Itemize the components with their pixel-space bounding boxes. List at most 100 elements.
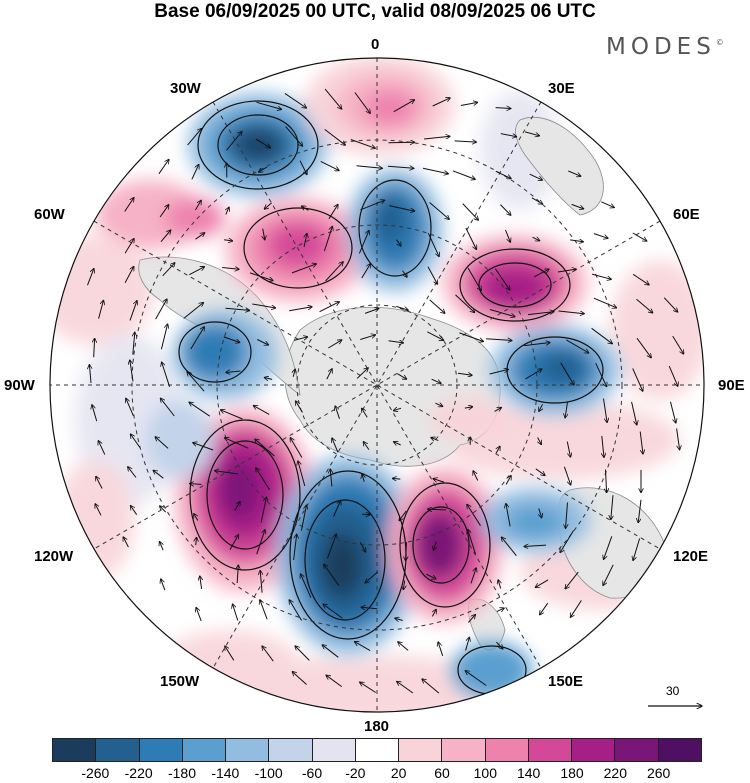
wind-arrow-icon [431, 438, 439, 441]
colorbar-swatch [399, 739, 443, 761]
wind-arrow-icon [540, 602, 549, 615]
wind-arrow-icon [256, 101, 282, 109]
wind-arrow-icon [328, 340, 342, 349]
wind-arrow-icon [392, 478, 401, 479]
wind-arrow-icon [633, 538, 641, 561]
polar-map [49, 57, 705, 713]
colorbar-swatch [572, 739, 616, 761]
wind-arrow-icon [595, 362, 607, 387]
wind-arrow-icon [632, 368, 643, 391]
wind-arrow-icon [124, 198, 134, 212]
wind-arrow-icon [465, 227, 477, 250]
wind-arrow-icon [388, 341, 404, 343]
wind-arrow-icon [636, 337, 651, 358]
label-0: 0 [371, 36, 380, 53]
wind-arrow-icon [533, 269, 549, 278]
wind-arrow-icon [326, 675, 342, 688]
colorbar-swatch [96, 739, 140, 761]
wind-arrow-icon [98, 441, 106, 455]
wind-arrow-icon [124, 239, 134, 254]
wind-arrow-icon [494, 407, 502, 412]
wind-arrow-icon [362, 474, 364, 482]
wind-vector-field [87, 88, 684, 694]
label-30e: 30E [548, 80, 575, 97]
wind-arrow-icon [328, 204, 338, 220]
wind-arrow-icon [252, 303, 275, 308]
wind-arrow-icon [433, 479, 445, 483]
colorbar-tick-label: 140 [516, 765, 541, 781]
wind-arrow-icon [233, 604, 239, 621]
wind-arrow-icon [293, 337, 308, 341]
label-90e: 90E [718, 377, 745, 394]
wind-arrow-icon [356, 368, 368, 379]
wind-arrow-icon [611, 495, 613, 519]
wind-arrow-icon [324, 88, 342, 109]
wind-arrow-icon [454, 141, 477, 142]
wind-arrow-icon [505, 476, 511, 485]
wind-arrow-icon [361, 264, 371, 279]
wind-arrow-icon [320, 160, 340, 170]
wind-arrow-icon [304, 233, 307, 248]
wind-arrow-icon [158, 159, 169, 175]
wind-arrow-icon [160, 398, 175, 417]
copyright-mark: © [715, 38, 724, 47]
colorbar-tick-label: 260 [646, 765, 671, 781]
wind-arrow-icon [539, 404, 543, 411]
wind-arrow-icon [435, 403, 442, 406]
wind-arrow-icon [505, 229, 511, 242]
wind-arrow-icon [432, 98, 451, 107]
wind-arrow-icon [324, 129, 346, 145]
label-180: 180 [364, 718, 390, 735]
colorbar-tick-label: 220 [603, 765, 628, 781]
wind-arrow-icon [676, 428, 680, 450]
wind-arrow-icon [222, 268, 239, 270]
wind-arrow-icon [130, 360, 134, 382]
wind-arrow-icon [603, 564, 614, 586]
wind-arrow-icon [566, 502, 568, 529]
wind-arrow-icon [226, 131, 243, 151]
wind-arrow-icon [532, 237, 540, 241]
wind-arrow-icon [389, 205, 414, 212]
wind-arrow-icon [296, 401, 303, 413]
wind-arrow-icon [87, 269, 94, 286]
wind-arrow-icon [257, 339, 268, 346]
wind-arrow-icon [455, 294, 475, 313]
wind-arrow-icon [539, 508, 542, 518]
wind-arrow-icon [162, 263, 175, 277]
wind-arrow-icon [226, 371, 241, 373]
wind-arrow-icon [398, 642, 409, 651]
colorbar-tick-label: -60 [301, 765, 323, 781]
wind-arrow-icon [438, 642, 444, 656]
label-150e: 150E [548, 673, 584, 690]
wind-arrow-icon [462, 203, 479, 221]
wind-arrow-icon [319, 302, 340, 313]
wind-arrow-icon [215, 471, 238, 475]
wind-arrow-icon [89, 365, 91, 383]
wind-arrow-icon [427, 232, 439, 256]
wind-arrow-icon [191, 164, 199, 180]
wind-arrow-icon [393, 408, 402, 411]
wind-arrow-icon [429, 202, 450, 220]
wind-arrow-icon [602, 435, 604, 458]
colorbar-tick-label: 60 [434, 765, 450, 781]
wind-arrow-icon [326, 369, 332, 380]
wind-arrow-icon [566, 441, 570, 458]
wind-arrow-icon [221, 410, 243, 420]
wind-arrow-icon [500, 133, 517, 137]
wind-arrow-icon [570, 240, 583, 242]
wind-arrow-icon [496, 608, 504, 611]
colorbar-tick-label: -100 [254, 765, 283, 781]
wind-arrow-icon [363, 442, 370, 450]
wind-arrow-icon [399, 510, 407, 521]
wind-arrow-icon [153, 470, 164, 479]
label-60e: 60E [673, 206, 700, 223]
wind-arrow-icon [293, 534, 297, 561]
wind-arrow-icon [496, 446, 500, 454]
wind-arrow-icon [301, 574, 312, 598]
wind-arrow-icon [433, 541, 436, 551]
colorbar-swatch [182, 739, 227, 761]
wind-arrow-icon [528, 312, 554, 316]
wind-arrow-icon [162, 362, 171, 387]
wind-arrow-icon [424, 136, 450, 140]
wind-arrow-icon [94, 338, 95, 358]
